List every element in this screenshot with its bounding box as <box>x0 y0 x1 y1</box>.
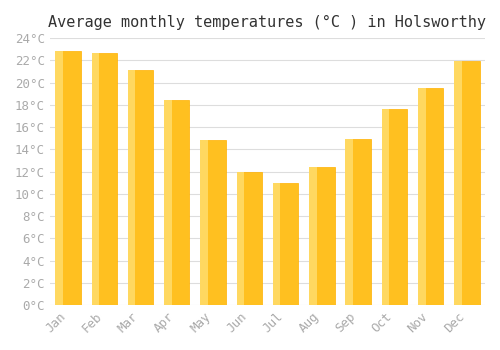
Bar <box>418 88 426 305</box>
Bar <box>418 88 444 305</box>
Title: Average monthly temperatures (°C ) in Holsworthy: Average monthly temperatures (°C ) in Ho… <box>48 15 486 30</box>
Bar <box>200 140 226 305</box>
Bar <box>273 183 280 305</box>
Bar <box>454 62 462 305</box>
Bar <box>56 51 80 305</box>
Bar <box>92 52 99 305</box>
Bar <box>236 172 262 305</box>
Bar <box>164 100 172 305</box>
Bar <box>164 100 190 305</box>
Bar <box>454 62 479 305</box>
Bar <box>346 139 353 305</box>
Bar <box>309 167 334 305</box>
Bar <box>56 51 63 305</box>
Bar <box>128 70 153 305</box>
Bar <box>200 140 208 305</box>
Bar <box>128 70 136 305</box>
Bar <box>236 172 244 305</box>
Bar <box>382 109 390 305</box>
Bar <box>382 109 407 305</box>
Bar <box>273 183 298 305</box>
Bar <box>309 167 316 305</box>
Bar <box>346 139 371 305</box>
Bar <box>92 52 117 305</box>
